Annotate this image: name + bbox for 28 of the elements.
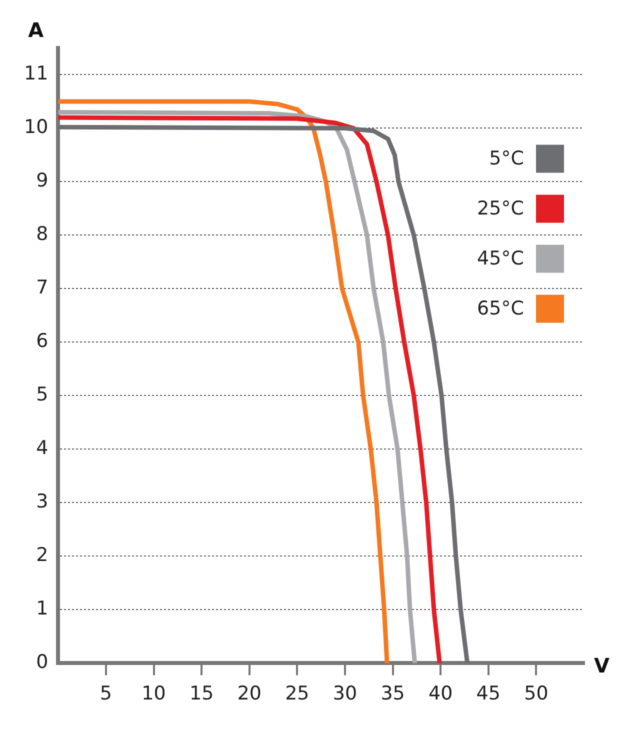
x-tick-label: 50 (524, 682, 548, 705)
y-tick-label: 0 (36, 651, 48, 674)
y-tick-label: 5 (36, 384, 48, 406)
y-tick-label: 4 (36, 437, 48, 460)
y-tick-label: 6 (36, 330, 48, 352)
x-tick-label: 15 (189, 682, 214, 705)
y-tick-label: 10 (24, 116, 48, 138)
legend-label: 25°C (477, 198, 524, 220)
y-axis-title: A (28, 18, 44, 42)
legend-label: 65°C (477, 298, 524, 320)
x-tick-label: 35 (380, 682, 405, 705)
x-tick-label: 30 (332, 682, 358, 705)
y-tick-label: 7 (36, 276, 48, 299)
x-tick-label: 20 (237, 682, 262, 705)
y-tick-label: 9 (36, 170, 48, 192)
y-tick-label: 2 (36, 544, 48, 566)
y-tick-label: 3 (36, 490, 48, 513)
x-tick-label: 10 (142, 682, 166, 705)
y-tick-label: 1 (36, 598, 48, 620)
x-tick-label: 25 (285, 682, 310, 705)
x-tick-label: 5 (100, 682, 112, 705)
legend-label: 5°C (489, 148, 524, 170)
legend-label: 45°C (477, 248, 524, 270)
x-axis-title: V (594, 653, 610, 678)
y-tick-label: 8 (36, 223, 48, 246)
x-tick-label: 45 (476, 682, 500, 705)
x-tick-label: 40 (428, 682, 453, 705)
y-tick-label: 11 (24, 62, 48, 85)
